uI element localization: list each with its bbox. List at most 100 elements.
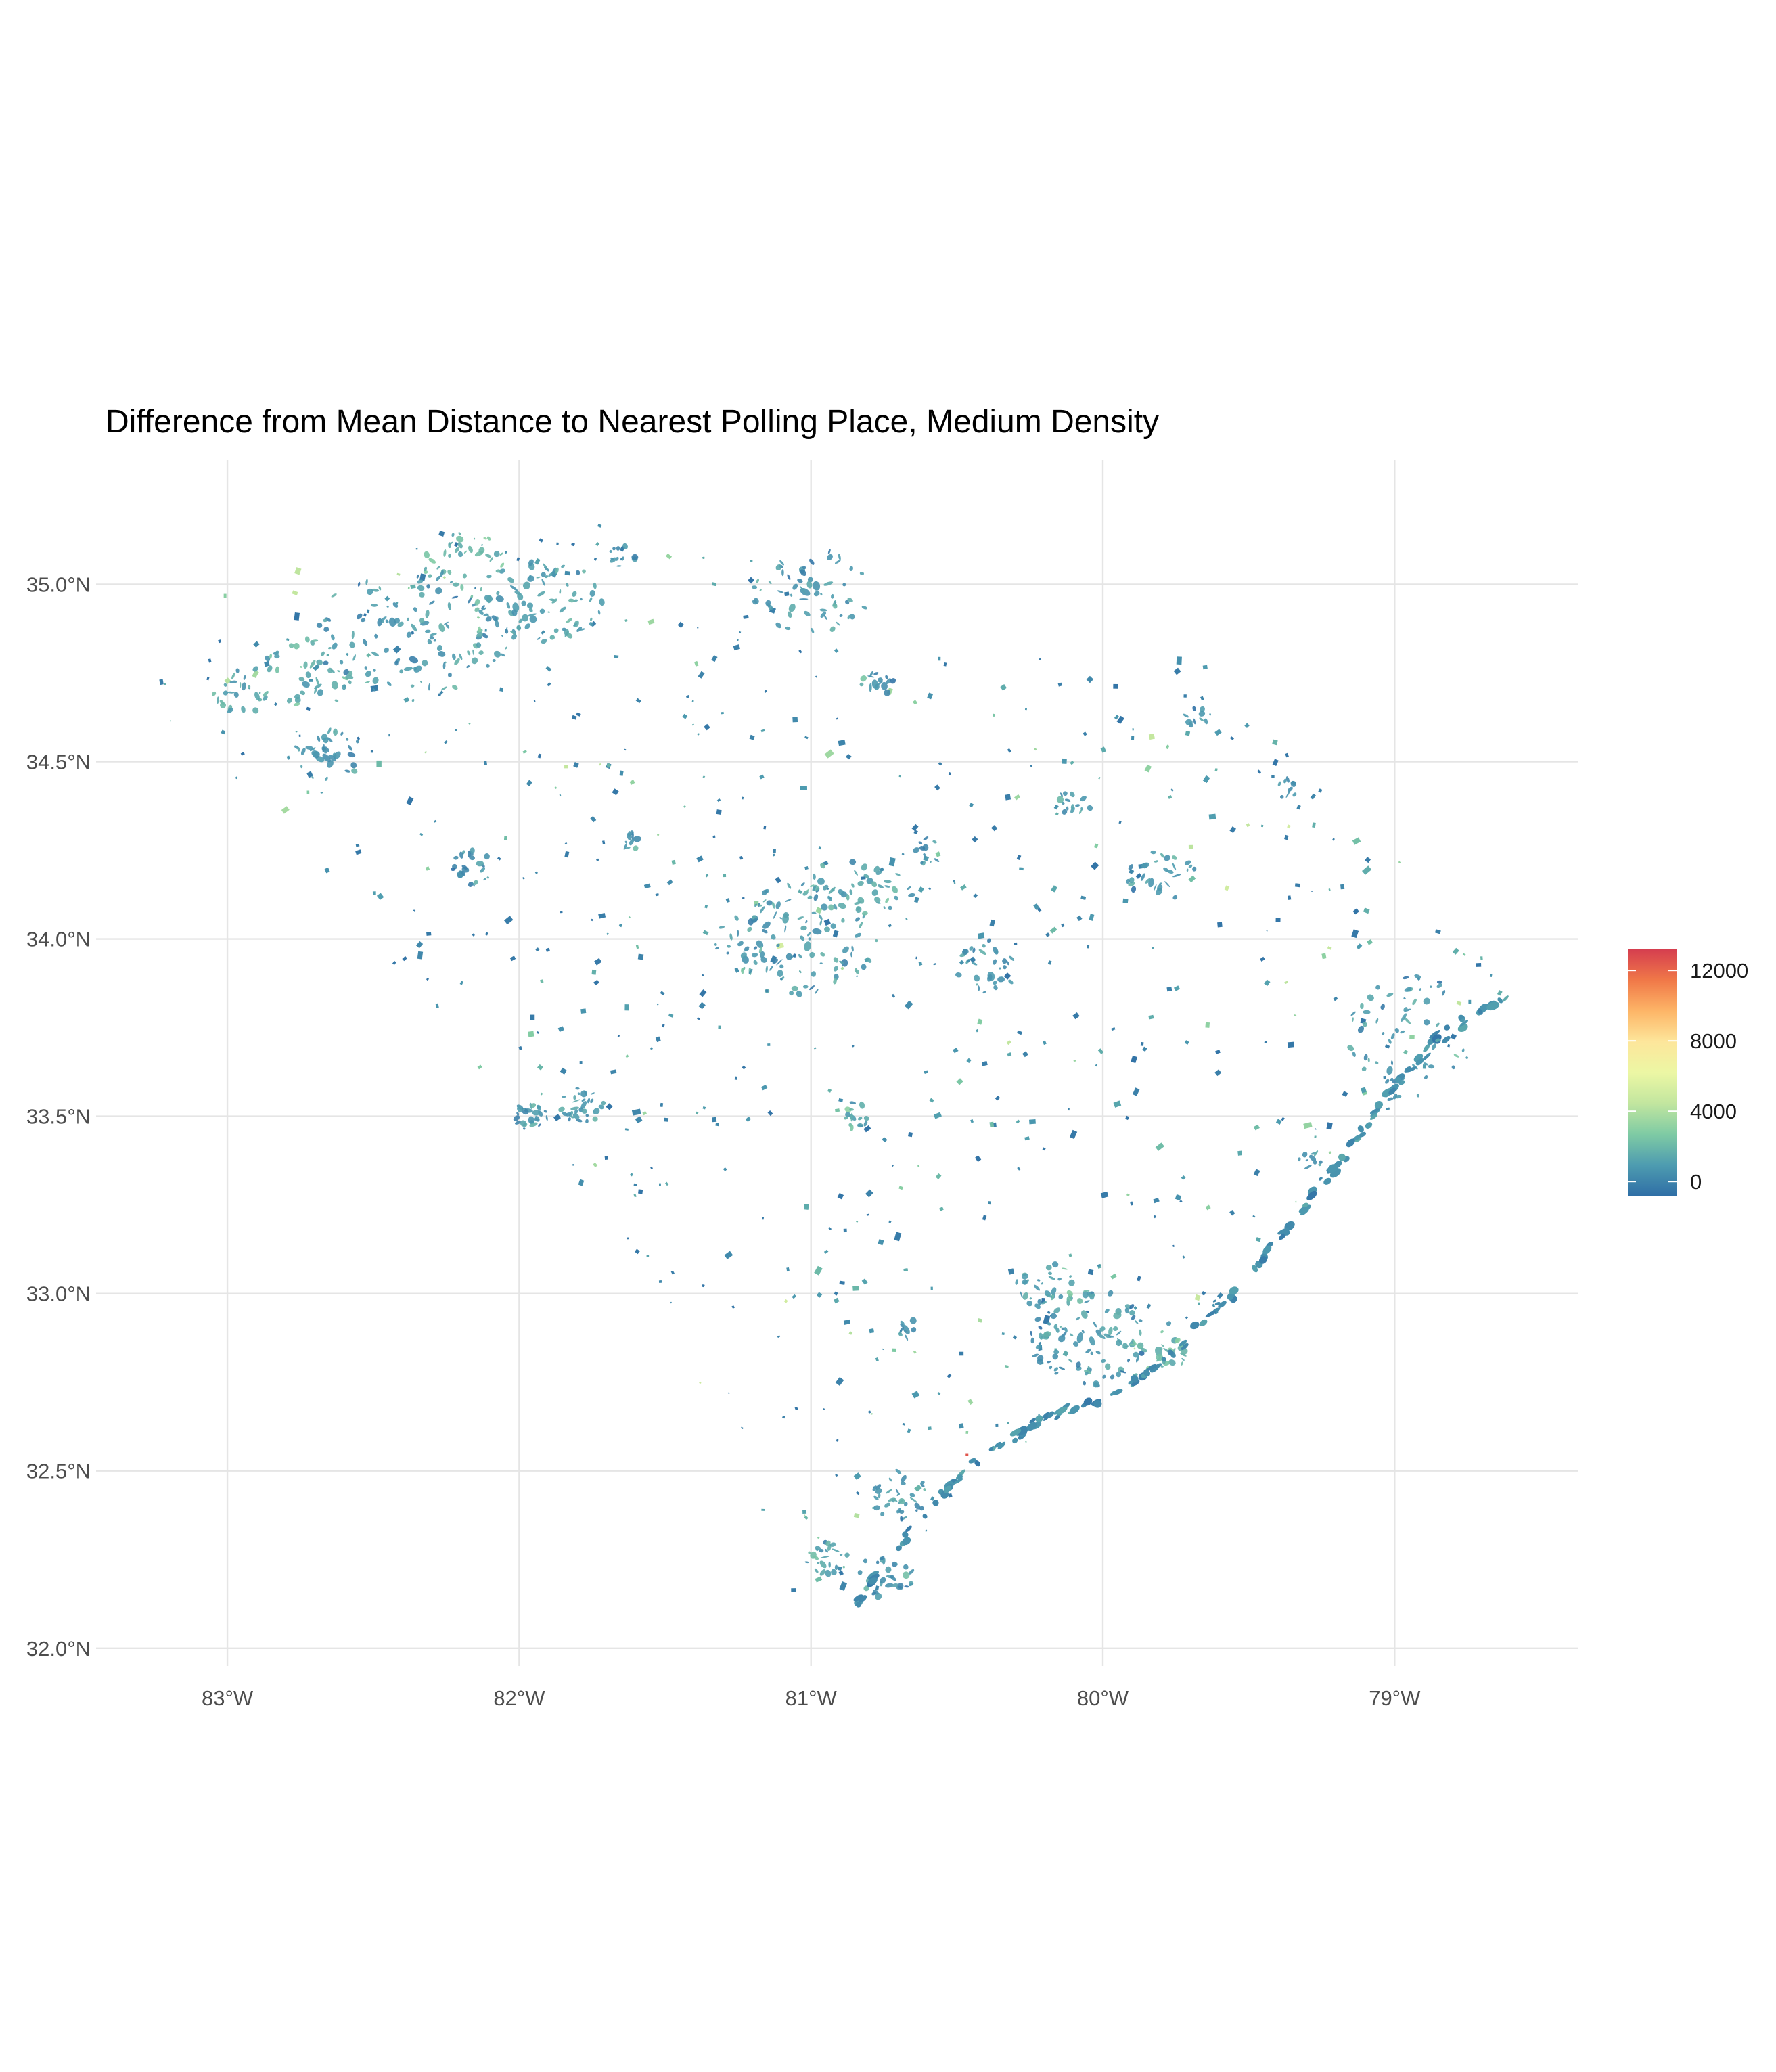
precinct-area	[779, 917, 783, 920]
precinct-fragment	[1463, 953, 1466, 955]
precinct-fragment	[1050, 927, 1057, 934]
precinct-fragment	[927, 692, 933, 699]
precinct-area	[839, 614, 843, 618]
precinct-fragment	[704, 905, 708, 908]
precinct-fragment	[1177, 656, 1182, 665]
precinct-area	[1441, 989, 1446, 996]
precinct-area	[1033, 1284, 1041, 1291]
precinct-fragment	[784, 591, 789, 596]
precinct-area	[817, 1562, 820, 1565]
precinct-fragment	[596, 859, 599, 861]
precinct-fragment	[1318, 788, 1322, 793]
precinct-area	[609, 549, 613, 554]
precinct-fragment	[614, 655, 619, 658]
precinct-area	[334, 699, 339, 702]
precinct-fragment	[618, 924, 622, 928]
precinct-fragment	[1113, 684, 1118, 689]
precinct-area	[420, 681, 423, 683]
precinct-fragment	[1195, 1294, 1201, 1301]
precinct-area	[458, 531, 462, 535]
precinct-area	[825, 553, 834, 561]
precinct-area	[934, 857, 940, 863]
precinct-area	[876, 1560, 880, 1564]
precinct-fragment	[1295, 1201, 1296, 1203]
precinct-fragment	[737, 639, 739, 641]
precinct-area	[781, 569, 784, 576]
precinct-fragment	[1100, 746, 1106, 752]
precinct-area	[1199, 717, 1204, 722]
precinct-area	[484, 553, 492, 558]
precinct-area	[575, 1087, 580, 1089]
precinct-fragment	[595, 542, 599, 546]
precinct-area	[775, 621, 783, 629]
precinct-fragment	[478, 1064, 482, 1069]
precinct-area	[714, 947, 719, 950]
precinct-area	[1298, 1157, 1301, 1161]
precinct-area	[275, 666, 279, 673]
precinct-fragment	[791, 1588, 796, 1592]
precinct-fragment	[434, 820, 436, 823]
precinct-fragment	[1490, 974, 1493, 977]
precinct-fragment	[763, 826, 766, 830]
precinct-fragment	[692, 724, 694, 725]
precinct-fragment	[1133, 1306, 1137, 1310]
precinct-fragment	[1353, 908, 1359, 914]
precinct-fragment	[905, 1001, 913, 1010]
precinct-fragment	[499, 688, 503, 692]
precinct-area	[1403, 976, 1409, 980]
precinct-area	[537, 1123, 541, 1127]
precinct-area	[761, 928, 769, 934]
precinct-area	[457, 551, 463, 558]
precinct-area	[823, 926, 831, 932]
precinct-fragment	[650, 1047, 653, 1050]
precinct-area	[803, 985, 809, 989]
precinct-fragment	[1185, 731, 1190, 736]
precinct-area	[811, 912, 816, 914]
precinct-area	[777, 970, 783, 978]
precinct-fragment	[835, 1474, 838, 1477]
precinct-fragment	[949, 772, 951, 775]
precinct-area	[751, 953, 758, 958]
precinct-area	[1198, 710, 1206, 718]
outlier-precinct	[965, 1454, 968, 1456]
precinct-fragment	[1451, 1033, 1457, 1039]
precinct-fragment	[972, 836, 978, 842]
precinct-fragment	[817, 1537, 820, 1539]
precinct-area	[1057, 1277, 1062, 1281]
precinct-area	[850, 883, 855, 888]
precinct-area	[1048, 1271, 1053, 1275]
precinct-area	[1404, 986, 1413, 993]
precinct-fragment	[523, 750, 528, 753]
precinct-area	[828, 1562, 831, 1568]
precinct-fragment	[742, 1066, 746, 1070]
precinct-fragment	[834, 648, 839, 653]
precinct-fragment	[578, 1179, 585, 1186]
x-tick-label: 79°W	[1369, 1686, 1421, 1710]
precinct-area	[766, 900, 773, 905]
precinct-area	[819, 920, 823, 926]
precinct-area	[1068, 790, 1076, 798]
precinct-area	[1076, 1332, 1084, 1343]
precinct-fragment	[546, 666, 552, 671]
precinct-fragment	[393, 646, 401, 654]
precinct-area	[809, 951, 816, 958]
precinct-fragment	[642, 1111, 647, 1115]
precinct-fragment	[321, 792, 323, 794]
precinct-fragment	[1288, 1042, 1294, 1048]
precinct-area	[331, 680, 339, 690]
precinct-fragment	[743, 615, 748, 619]
precinct-area	[304, 636, 310, 643]
precinct-area	[505, 629, 509, 634]
precinct-fragment	[647, 1255, 650, 1257]
precinct-area	[1451, 1065, 1455, 1070]
precinct-area	[820, 962, 823, 964]
precinct-area	[893, 895, 899, 901]
precinct-area	[1154, 860, 1158, 863]
precinct-area	[714, 943, 717, 947]
precinct-area	[982, 991, 986, 994]
precinct-fragment	[702, 556, 705, 559]
precinct-area	[300, 747, 307, 756]
precinct-area	[860, 863, 869, 872]
precinct-fragment	[624, 1004, 629, 1010]
precinct-fragment	[417, 951, 423, 960]
